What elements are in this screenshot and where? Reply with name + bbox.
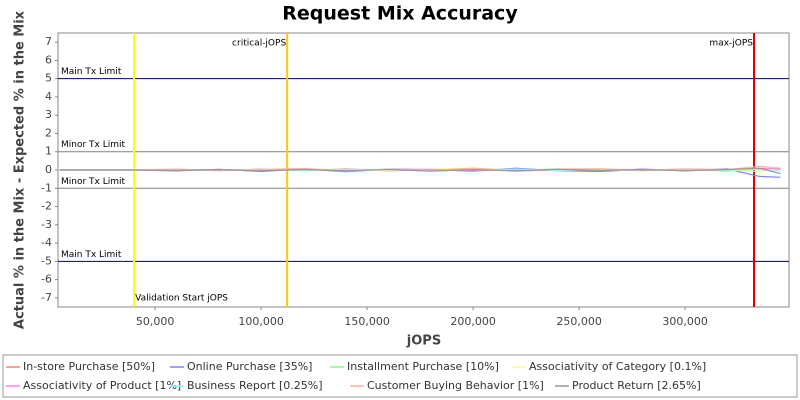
y-tick-label: 6: [45, 53, 52, 66]
y-tick-label: 4: [45, 90, 52, 103]
y-tick-label: -6: [41, 273, 52, 286]
legend-label: Associativity of Category [0.1%]: [529, 360, 706, 373]
x-marker-label: critical-jOPS: [232, 39, 286, 49]
x-tick-label: 200,000: [450, 315, 496, 328]
y-tick-label: 7: [45, 35, 52, 48]
y-marker-label: Minor Tx Limit: [61, 177, 126, 187]
y-tick-label: 5: [45, 72, 52, 85]
legend-label: Installment Purchase [10%]: [347, 360, 499, 373]
legend-label: Business Report [0.25%]: [187, 379, 323, 392]
x-tick-label: 300,000: [662, 315, 708, 328]
plot-content: [58, 33, 789, 307]
x-marker-label: max-jOPS: [709, 39, 753, 49]
legend-label: Product Return [2.65%]: [572, 379, 701, 392]
x-tick-label: 50,000: [136, 315, 175, 328]
x-tick-label: 250,000: [556, 315, 602, 328]
y-tick-label: 1: [45, 145, 52, 158]
y-tick-label: -1: [41, 181, 52, 194]
y-axis-title: Actual % in the Mix - Expected % in the …: [13, 10, 28, 329]
y-tick-label: 3: [45, 108, 52, 121]
y-tick-label: 2: [45, 126, 52, 139]
legend-label: Associativity of Product [1%]: [23, 379, 181, 392]
y-tick-label: 0: [45, 163, 52, 176]
legend-label: Online Purchase [35%]: [187, 360, 312, 373]
x-marker-label: Validation Start jOPS: [135, 294, 228, 304]
y-tick-label: -7: [41, 291, 52, 304]
y-marker-label: Minor Tx Limit: [61, 140, 126, 150]
chart-title: Request Mix Accuracy: [282, 3, 518, 25]
x-tick-label: 100,000: [238, 315, 284, 328]
legend-label: In-store Purchase [50%]: [23, 360, 155, 373]
y-tick-label: -2: [41, 200, 52, 213]
y-tick-label: -5: [41, 254, 52, 267]
legend-label: Customer Buying Behavior [1%]: [367, 379, 544, 392]
x-axis-title: jOPS: [406, 334, 441, 349]
y-tick-label: -3: [41, 218, 52, 231]
y-marker-label: Main Tx Limit: [61, 250, 122, 260]
y-tick-label: -4: [41, 236, 52, 249]
legend-box: [2, 354, 798, 398]
y-marker-label: Main Tx Limit: [61, 67, 122, 77]
x-tick-label: 150,000: [344, 315, 390, 328]
series-line: [59, 167, 781, 175]
series-line: [59, 165, 781, 172]
